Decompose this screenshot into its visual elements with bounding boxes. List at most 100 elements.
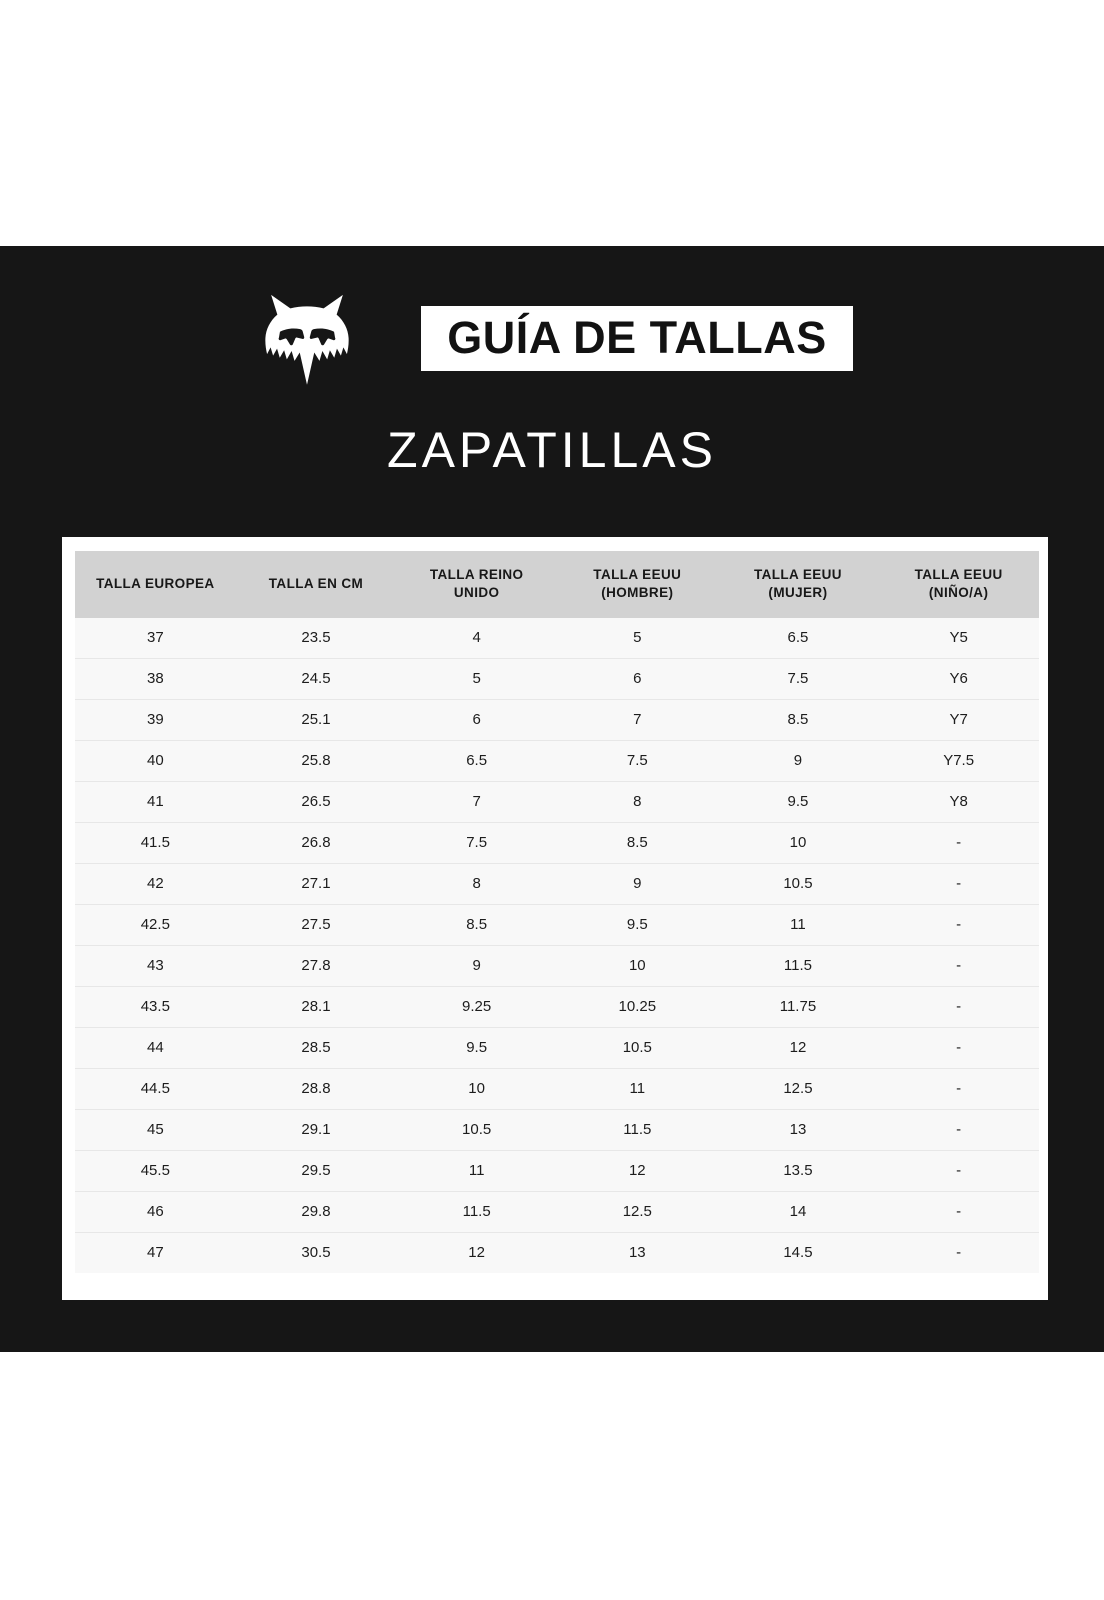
cell-talla-europea: 44.5 (75, 1067, 236, 1110)
cell-talla-europea: 46 (75, 1190, 236, 1233)
table-row: 38 24.5 5 6 7.5 Y6 (75, 657, 1039, 700)
table-row: 45 29.1 10.5 11.5 13 - (75, 1108, 1039, 1151)
cell-talla-eeuu-nino: - (878, 1067, 1039, 1110)
cell-talla-reino-unido: 11 (396, 1149, 557, 1192)
cell-talla-eeuu-mujer: 10.5 (717, 862, 879, 905)
cell-talla-eeuu-hombre: 9 (556, 862, 718, 905)
cell-talla-reino-unido: 12 (396, 1231, 557, 1273)
cell-talla-en-cm: 29.8 (235, 1190, 397, 1233)
cell-talla-eeuu-mujer: 14 (717, 1190, 879, 1233)
table-row: 43 27.8 9 10 11.5 - (75, 944, 1039, 987)
cell-talla-reino-unido: 6 (396, 698, 557, 741)
cell-talla-eeuu-nino: Y5 (878, 617, 1039, 659)
cell-talla-en-cm: 29.1 (235, 1108, 397, 1151)
column-header-line: (HOMBRE) (601, 584, 674, 600)
cell-talla-eeuu-hombre: 7.5 (556, 739, 718, 782)
page-title: GUÍA DE TALLAS (447, 311, 827, 363)
cell-talla-reino-unido: 11.5 (396, 1190, 557, 1233)
cell-talla-europea: 42 (75, 862, 236, 905)
cell-talla-en-cm: 28.5 (235, 1026, 397, 1069)
column-header-talla-eeuu-nino: TALLA EEUU (NIÑO/A) (878, 551, 1039, 618)
cell-talla-eeuu-hombre: 9.5 (556, 903, 718, 946)
cell-talla-eeuu-hombre: 10.25 (556, 985, 718, 1028)
cell-talla-europea: 43.5 (75, 985, 236, 1028)
cell-talla-eeuu-hombre: 11 (556, 1067, 718, 1110)
column-header-line: TALLA EN CM (268, 575, 364, 591)
cell-talla-eeuu-nino: - (878, 944, 1039, 987)
column-header-line: TALLA EUROPEA (96, 575, 215, 591)
cell-talla-en-cm: 28.1 (235, 985, 397, 1028)
table-row: 44.5 28.8 10 11 12.5 - (75, 1067, 1039, 1110)
cell-talla-en-cm: 28.8 (235, 1067, 397, 1110)
cell-talla-eeuu-mujer: 6.5 (717, 617, 879, 659)
cell-talla-eeuu-nino: - (878, 1149, 1039, 1192)
cell-talla-europea: 39 (75, 698, 236, 741)
table-row: 39 25.1 6 7 8.5 Y7 (75, 698, 1039, 741)
cell-talla-en-cm: 27.5 (235, 903, 397, 946)
cell-talla-eeuu-mujer: 11 (717, 903, 879, 946)
title-band: GUÍA DE TALLAS (421, 305, 853, 371)
cell-talla-en-cm: 24.5 (235, 657, 397, 700)
cell-talla-europea: 45.5 (75, 1149, 236, 1192)
cell-talla-reino-unido: 9.5 (396, 1026, 557, 1069)
column-header-talla-europea: TALLA EUROPEA (75, 551, 236, 618)
cell-talla-eeuu-hombre: 12 (556, 1149, 718, 1192)
cell-talla-reino-unido: 10.5 (396, 1108, 557, 1151)
cell-talla-europea: 47 (75, 1231, 236, 1273)
table-row: 45.5 29.5 11 12 13.5 - (75, 1149, 1039, 1192)
cell-talla-eeuu-nino: - (878, 1026, 1039, 1069)
cell-talla-europea: 41.5 (75, 821, 236, 864)
cell-talla-en-cm: 27.8 (235, 944, 397, 987)
column-header-line: TALLA EEUU (914, 567, 1003, 582)
column-header-talla-eeuu-hombre: TALLA EEUU (HOMBRE) (556, 551, 718, 618)
size-table-card: TALLA EUROPEA TALLA EN CM TALLA REINO UN… (62, 537, 1048, 1300)
cell-talla-reino-unido: 9 (396, 944, 557, 987)
cell-talla-en-cm: 30.5 (235, 1231, 397, 1273)
cell-talla-eeuu-hombre: 10.5 (556, 1026, 718, 1069)
table-row: 44 28.5 9.5 10.5 12 - (75, 1026, 1039, 1069)
cell-talla-eeuu-nino: Y7 (878, 698, 1039, 741)
cell-talla-eeuu-mujer: 9 (717, 739, 879, 782)
table-row: 42 27.1 8 9 10.5 - (75, 862, 1039, 905)
cell-talla-eeuu-hombre: 8.5 (556, 821, 718, 864)
cell-talla-europea: 45 (75, 1108, 236, 1151)
cell-talla-eeuu-hombre: 11.5 (556, 1108, 718, 1151)
cell-talla-eeuu-mujer: 14.5 (717, 1231, 879, 1273)
column-header-line: TALLA REINO (429, 567, 524, 582)
cell-talla-eeuu-hombre: 7 (556, 698, 718, 741)
cell-talla-europea: 44 (75, 1026, 236, 1069)
table-row: 37 23.5 4 5 6.5 Y5 (75, 617, 1039, 659)
table-header: TALLA EUROPEA TALLA EN CM TALLA REINO UN… (75, 551, 1039, 618)
table-header-row: TALLA EUROPEA TALLA EN CM TALLA REINO UN… (75, 551, 1039, 618)
cell-talla-en-cm: 27.1 (235, 862, 397, 905)
cell-talla-eeuu-nino: - (878, 1190, 1039, 1233)
cell-talla-en-cm: 26.5 (235, 780, 397, 823)
fox-head-icon (251, 282, 363, 394)
cell-talla-europea: 40 (75, 739, 236, 782)
cell-talla-reino-unido: 8.5 (396, 903, 557, 946)
cell-talla-europea: 37 (75, 617, 236, 659)
cell-talla-reino-unido: 6.5 (396, 739, 557, 782)
size-chart-table: TALLA EUROPEA TALLA EN CM TALLA REINO UN… (75, 551, 1039, 1273)
cell-talla-eeuu-mujer: 13.5 (717, 1149, 879, 1192)
column-header-line: (MUJER) (768, 584, 828, 600)
cell-talla-reino-unido: 10 (396, 1067, 557, 1110)
cell-talla-en-cm: 26.8 (235, 821, 397, 864)
table-body: 37 23.5 4 5 6.5 Y5 38 24.5 5 6 7.5 Y6 39 (75, 617, 1039, 1273)
cell-talla-eeuu-hombre: 5 (556, 617, 718, 659)
cell-talla-en-cm: 23.5 (235, 617, 397, 659)
cell-talla-reino-unido: 5 (396, 657, 557, 700)
cell-talla-eeuu-nino: - (878, 1108, 1039, 1151)
cell-talla-reino-unido: 7 (396, 780, 557, 823)
page-subtitle: ZAPATILLAS (387, 422, 717, 478)
table-row: 41.5 26.8 7.5 8.5 10 - (75, 821, 1039, 864)
cell-talla-eeuu-nino: - (878, 985, 1039, 1028)
cell-talla-eeuu-nino: - (878, 903, 1039, 946)
cell-talla-eeuu-mujer: 11.75 (717, 985, 879, 1028)
cell-talla-en-cm: 29.5 (235, 1149, 397, 1192)
column-header-talla-en-cm: TALLA EN CM (235, 551, 397, 618)
table-row: 42.5 27.5 8.5 9.5 11 - (75, 903, 1039, 946)
cell-talla-eeuu-mujer: 13 (717, 1108, 879, 1151)
cell-talla-eeuu-nino: Y7.5 (878, 739, 1039, 782)
column-header-talla-eeuu-mujer: TALLA EEUU (MUJER) (717, 551, 879, 618)
